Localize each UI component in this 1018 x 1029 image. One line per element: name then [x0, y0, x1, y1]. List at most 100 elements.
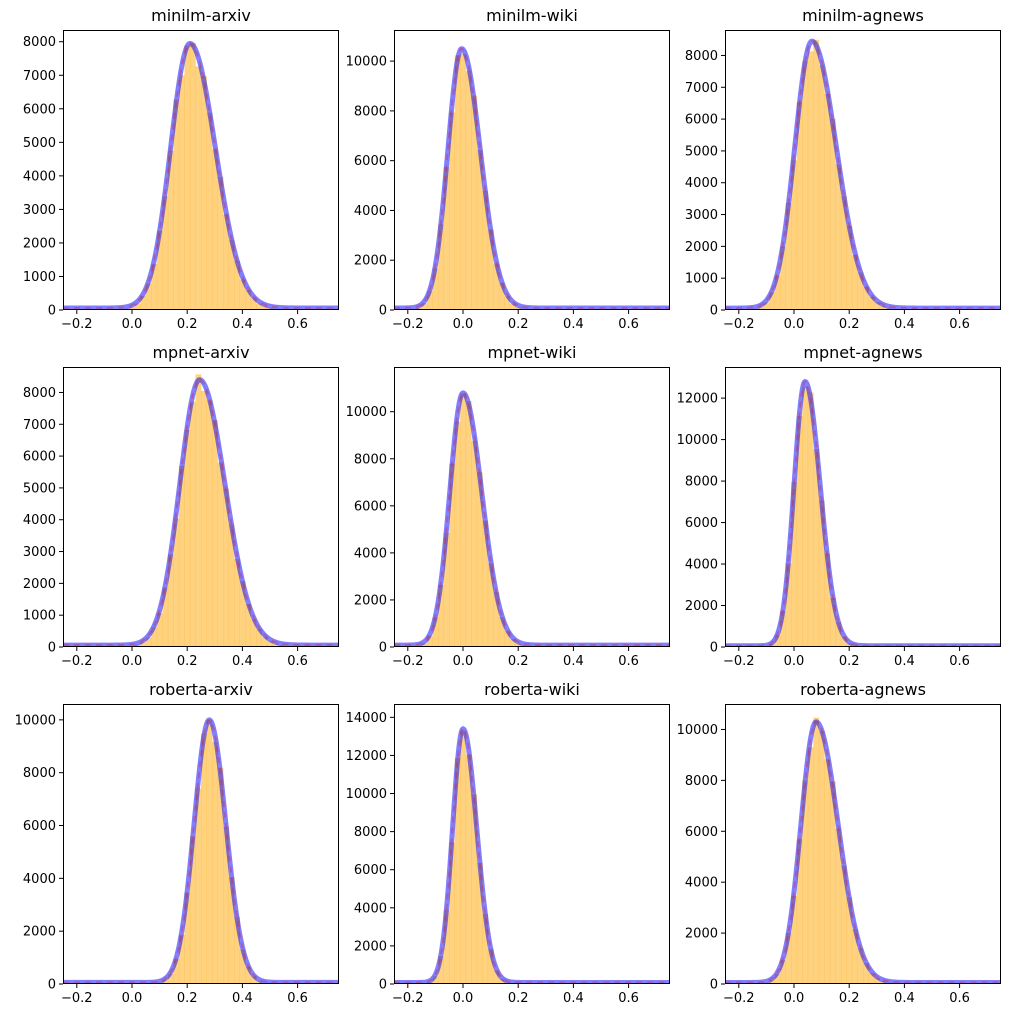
histogram-bar [134, 644, 141, 647]
fit-curve [63, 40, 339, 310]
histogram-bar [515, 643, 522, 647]
x-tick-label: 0.4 [232, 991, 253, 1006]
y-tick-label: 10000 [677, 433, 718, 448]
histogram-bar [509, 639, 516, 647]
histogram-bar [178, 934, 185, 984]
histogram-bar [874, 302, 880, 310]
axes-frame [394, 367, 670, 647]
axes-frame [725, 367, 1001, 647]
histogram-bar [769, 292, 775, 310]
histogram-bar [228, 877, 235, 984]
plot-area [725, 38, 1001, 310]
histogram-bar [487, 229, 494, 310]
histogram-bar [465, 71, 472, 310]
histogram-bar [454, 757, 461, 984]
histogram-bar [824, 759, 831, 984]
histogram-bar [785, 932, 792, 984]
subplot-mpnet-arxiv: mpnet-arxiv −0.2 0.0 0.2 0.4 0.6 0 1000 2000 3000… [23, 343, 339, 669]
histogram-bar [416, 307, 422, 310]
histogram-bar [250, 298, 257, 310]
y-tick-label: 6000 [23, 102, 56, 117]
x-tick-label: 0.0 [784, 317, 805, 332]
y-tick-label: 8000 [685, 49, 718, 64]
y-tick-label: 1000 [23, 270, 56, 285]
plot-area [394, 726, 670, 984]
histogram-bar [173, 518, 180, 647]
x-tick-label: 0.0 [122, 991, 143, 1006]
plot-area [725, 379, 1001, 647]
x-tick-label: −0.2 [392, 654, 424, 669]
histogram-bar [465, 754, 472, 984]
y-tick-label: 4000 [354, 204, 387, 219]
x-tick-label: −0.2 [392, 317, 424, 332]
histogram-bar [857, 272, 864, 310]
histogram-bar [807, 51, 814, 310]
y-tick-label: 4000 [685, 176, 718, 191]
histogram-bar [471, 95, 478, 310]
histogram-bar [835, 164, 842, 310]
y-tick-label: 2000 [354, 593, 387, 608]
subplot-title: minilm-arxiv [151, 6, 251, 25]
plot-area [63, 40, 339, 310]
histogram-bar [245, 290, 251, 310]
x-tick-label: 0.4 [894, 991, 915, 1006]
histogram-bar [482, 190, 489, 310]
fit-curve [63, 377, 339, 647]
y-tick-label: 1000 [23, 609, 56, 624]
histogram-bar [162, 980, 169, 984]
histogram-bar [206, 400, 213, 647]
histogram-bar [438, 224, 444, 310]
histogram-bar [846, 643, 853, 647]
x-tick-label: 0.4 [894, 654, 915, 669]
histogram-bar [796, 839, 803, 984]
histogram-bar [824, 553, 831, 647]
y-tick-label: 8000 [685, 475, 718, 490]
histogram-bar [868, 972, 875, 984]
histogram-bar [813, 717, 820, 984]
histogram-bar [818, 731, 825, 984]
fit-curve [725, 379, 1001, 647]
histogram-bar [857, 948, 864, 984]
subplot-minilm-arxiv: minilm-arxiv −0.2 0.0 0.2 0.4 0.6 0 1000 2000 300… [23, 6, 339, 332]
y-tick-label: 6000 [354, 863, 387, 878]
subplot-minilm-wiki: minilm-wiki −0.2 0.0 0.2 0.4 0.6 0 2000 4000 6000… [346, 6, 670, 332]
histogram-bar [813, 449, 820, 647]
y-tick-label: 5000 [23, 481, 56, 496]
x-tick-label: −0.2 [723, 991, 755, 1006]
histogram-bar [201, 733, 207, 984]
y-tick-label: 2000 [685, 927, 718, 942]
fit-curve-dashed [63, 378, 339, 647]
histogram-bar [758, 306, 764, 310]
x-tick-label: 0.6 [949, 317, 970, 332]
plot-area [725, 717, 1001, 984]
histogram-bar [217, 767, 224, 984]
histogram-bar [454, 421, 461, 647]
histogram-bar [846, 225, 853, 310]
axes-frame [725, 704, 1001, 984]
y-tick-label: 7000 [23, 418, 56, 433]
x-tick-label: 0.2 [508, 654, 529, 669]
y-tick-label: 8000 [23, 386, 56, 401]
histogram-bar [173, 99, 180, 310]
histogram-bar [835, 622, 842, 647]
histogram-bar [504, 296, 511, 310]
histogram-bar [228, 524, 235, 647]
y-tick-label: 14000 [346, 711, 387, 726]
histogram-bar [829, 597, 836, 647]
histogram-bar [796, 416, 803, 647]
histogram-bar [498, 617, 505, 647]
histogram-bar [217, 462, 224, 647]
histogram-bar [438, 956, 444, 984]
x-tick-label: 0.2 [508, 991, 529, 1006]
histogram-bar [195, 66, 202, 310]
histogram-bar [498, 282, 505, 310]
histogram-bar [835, 828, 842, 984]
y-tick-label: 0 [48, 978, 56, 993]
axes-frame [63, 30, 339, 310]
plot-area [63, 374, 339, 647]
fit-curve-dashed [394, 727, 670, 984]
histogram-bar [173, 958, 180, 984]
histogram-bar [201, 390, 207, 647]
histogram-bar [184, 45, 191, 310]
fit-curve [725, 719, 1001, 984]
